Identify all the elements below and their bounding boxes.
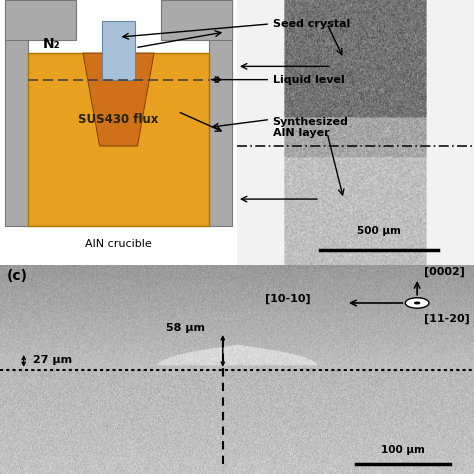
Text: Seed crystal: Seed crystal bbox=[273, 19, 350, 29]
Text: 100 μm: 100 μm bbox=[381, 445, 425, 455]
Text: N₂: N₂ bbox=[43, 37, 60, 51]
Text: [0002]: [0002] bbox=[424, 267, 465, 277]
Bar bbox=[5, 0, 76, 40]
Circle shape bbox=[414, 301, 420, 304]
Text: (c): (c) bbox=[7, 269, 28, 283]
Bar bbox=[28, 53, 209, 226]
Bar bbox=[209, 0, 232, 226]
Text: 58 μm: 58 μm bbox=[166, 323, 205, 333]
Text: [10-10]: [10-10] bbox=[265, 294, 311, 304]
Text: AlN crucible: AlN crucible bbox=[85, 239, 152, 249]
Text: 500 μm: 500 μm bbox=[357, 226, 401, 236]
Text: 27 μm: 27 μm bbox=[33, 356, 73, 365]
Polygon shape bbox=[83, 53, 154, 146]
Text: [11-20]: [11-20] bbox=[424, 314, 470, 324]
Text: Liquid level: Liquid level bbox=[273, 74, 344, 85]
Text: SUS430 flux: SUS430 flux bbox=[78, 113, 159, 126]
Circle shape bbox=[405, 298, 429, 308]
Bar bbox=[5, 0, 28, 226]
Text: Synthesized
AlN layer: Synthesized AlN layer bbox=[273, 117, 348, 138]
Bar bbox=[161, 0, 232, 40]
Bar bbox=[102, 21, 135, 80]
